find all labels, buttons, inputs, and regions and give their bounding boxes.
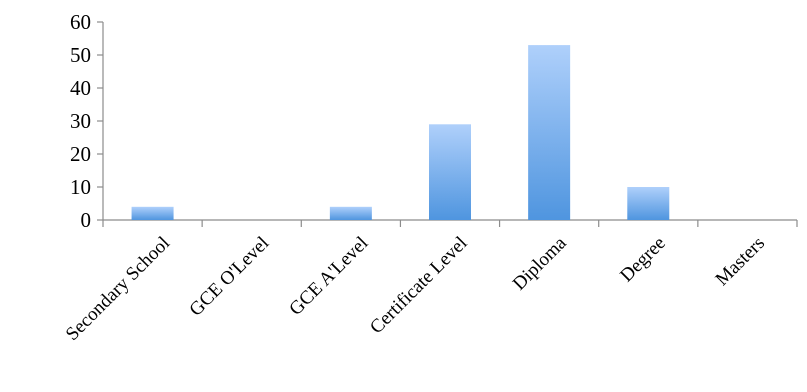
category-label: Certificate Level bbox=[366, 233, 471, 338]
x-axis bbox=[102, 219, 798, 227]
category-label: Masters bbox=[712, 233, 769, 290]
category-label: GCE O'Level bbox=[185, 233, 273, 321]
bar bbox=[329, 206, 372, 220]
y-axis: 0 10 20 30 40 50 60 bbox=[70, 10, 104, 232]
bar bbox=[627, 187, 670, 220]
bars bbox=[131, 45, 670, 220]
bar bbox=[528, 45, 571, 220]
y-tick-label: 20 bbox=[70, 142, 91, 166]
y-tick-label: 10 bbox=[70, 175, 91, 199]
bar bbox=[429, 124, 471, 220]
y-tick-label: 60 bbox=[70, 10, 91, 34]
y-tick-label: 50 bbox=[70, 43, 91, 67]
y-tick-label: 40 bbox=[70, 76, 91, 100]
y-tick-label: 0 bbox=[81, 208, 92, 232]
category-label: Diploma bbox=[509, 232, 571, 294]
category-labels: Secondary School GCE O'Level GCE A'LevelCe… bbox=[62, 232, 769, 345]
category-label: Degree bbox=[616, 233, 670, 287]
category-label: Secondary School bbox=[62, 233, 174, 345]
y-tick-label: 30 bbox=[70, 109, 91, 133]
bar bbox=[131, 206, 174, 220]
category-label: GCE A'Level bbox=[285, 233, 372, 320]
